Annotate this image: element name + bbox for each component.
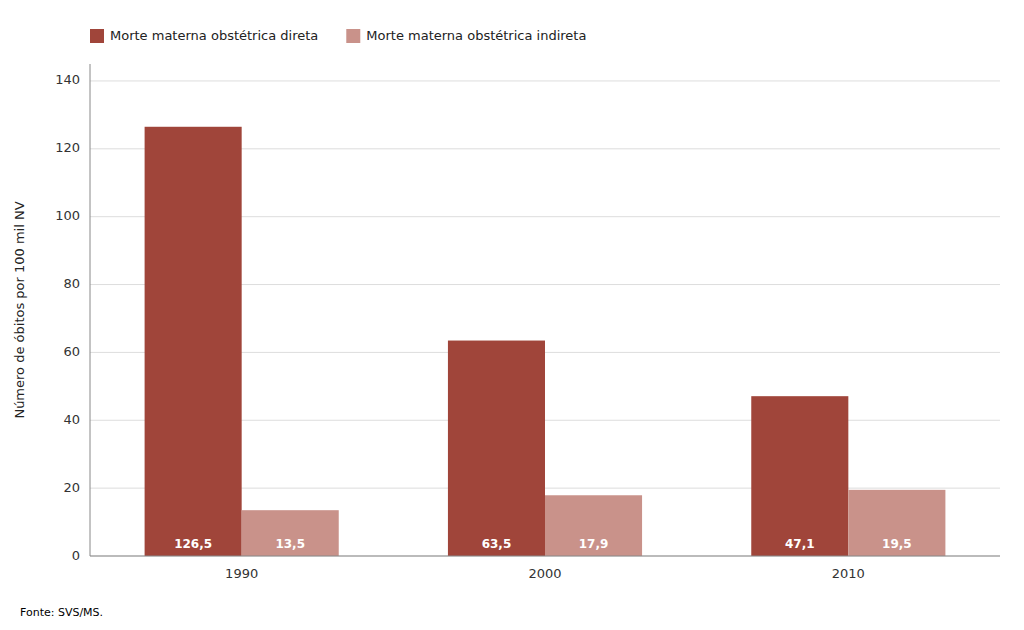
grid-line	[90, 80, 1000, 81]
bar	[751, 396, 848, 556]
y-tick-label: 20	[63, 480, 80, 495]
footnote: Fonte: SVS/MS.	[20, 606, 103, 619]
grid	[90, 81, 1000, 556]
legend-swatch	[90, 29, 104, 43]
legend-swatch	[346, 29, 360, 43]
x-tick-label: 1990	[225, 566, 258, 581]
bar	[448, 341, 545, 556]
legend-label: Morte materna obstétrica direta	[110, 28, 318, 43]
data-label: 126,5	[174, 537, 212, 551]
legend: Morte materna obstétrica direta Morte mat…	[90, 28, 586, 44]
bar	[848, 490, 945, 556]
data-label: 63,5	[482, 537, 512, 551]
bar	[145, 127, 242, 556]
x-tick-label: 2000	[528, 566, 561, 581]
chart-container: 020406080100120140126,563,547,113,517,91…	[0, 0, 1024, 630]
data-label: 13,5	[275, 537, 305, 551]
y-tick-label: 60	[63, 344, 80, 359]
data-label: 47,1	[785, 537, 815, 551]
bars	[145, 127, 946, 556]
bar	[545, 495, 642, 556]
x-axis-line	[90, 556, 1000, 557]
y-axis-label: Número de óbitos por 100 mil NV	[12, 201, 27, 418]
data-label: 19,5	[882, 537, 912, 551]
grid-line	[90, 556, 1000, 557]
y-tick-label: 0	[72, 548, 80, 563]
data-label: 17,9	[579, 537, 609, 551]
chart: 020406080100120140126,563,547,113,517,91…	[0, 0, 1024, 630]
y-tick-label: 120	[55, 140, 80, 155]
bar	[242, 510, 339, 556]
y-axis-line	[90, 64, 91, 556]
x-tick-label: 2010	[832, 566, 865, 581]
data-labels: 126,5 63,5 47,1 13,5 17,9 19,5	[174, 537, 912, 551]
y-tick-label: 80	[63, 276, 80, 291]
y-tick-label: 40	[63, 412, 80, 427]
legend-label: Morte materna obstétrica indireta	[366, 28, 586, 43]
y-tick-label: 100	[55, 208, 80, 223]
y-tick-label: 140	[55, 72, 80, 87]
